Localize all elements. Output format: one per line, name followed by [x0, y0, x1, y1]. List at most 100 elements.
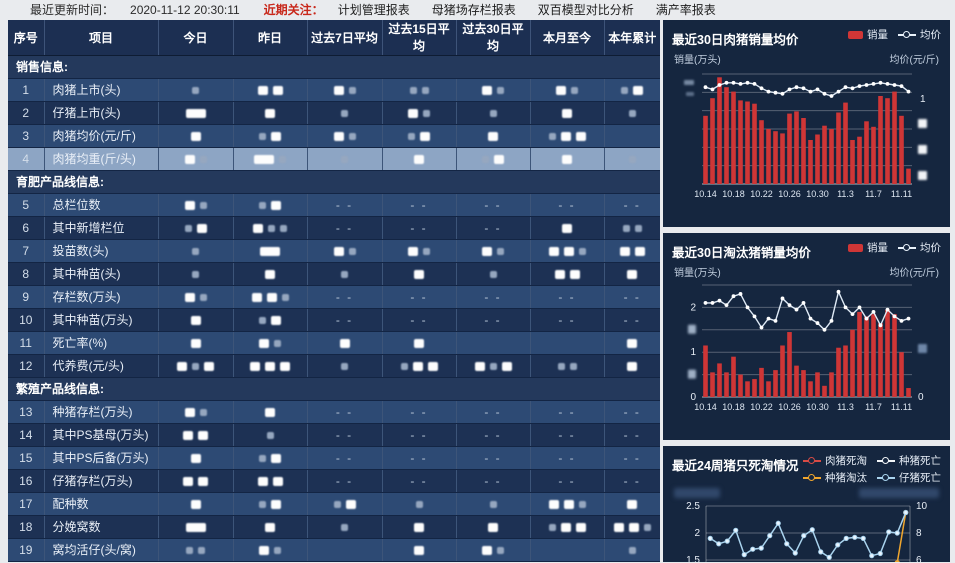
metric-value-redacted [158, 331, 234, 355]
redaction-blob [184, 154, 195, 164]
bar-legend-icon [848, 243, 863, 252]
redaction-blob [257, 476, 268, 486]
redaction-blob [274, 339, 281, 347]
redaction-blob [250, 361, 260, 371]
metric-value-redacted [307, 124, 383, 148]
report-link-4[interactable]: 满产率报表 [655, 3, 716, 17]
report-link-3[interactable]: 双百模型对比分析 [537, 3, 634, 17]
redaction-blob [348, 86, 356, 94]
metric-value-redacted [382, 538, 457, 562]
redaction-blob [272, 476, 283, 486]
metric-value-redacted [158, 216, 234, 240]
redaction-blob [184, 200, 195, 210]
redaction-blob [190, 338, 201, 348]
svg-text:11.3: 11.3 [837, 189, 854, 199]
redaction-blob [420, 131, 430, 141]
redaction-blob [184, 407, 195, 417]
metric-value-redacted [604, 538, 660, 562]
metric-value-redacted: - - [307, 423, 383, 447]
redaction-blob [421, 86, 429, 94]
metric-value-redacted [530, 216, 605, 240]
redaction-blob [259, 338, 269, 348]
redaction-blob [204, 361, 214, 371]
svg-text:2.5: 2.5 [686, 501, 700, 512]
metric-value-redacted: - - [456, 193, 531, 217]
row-number: 11 [8, 331, 45, 355]
svg-text:10.14: 10.14 [694, 189, 717, 199]
report-links: 计划管理报表 母猪场存栏报表 双百模型对比分析 满产率报表 [338, 1, 716, 18]
metric-value-redacted [530, 515, 605, 539]
redaction-blob [185, 522, 206, 532]
svg-text:10.30: 10.30 [806, 189, 829, 199]
redaction-blob [198, 546, 205, 554]
pig-sales-chart: 10.14 10.18 10.22 10.26 10.30 11.3 11.7 11.11 1 [684, 73, 927, 199]
redaction-blob [257, 85, 268, 95]
redaction-blob [280, 224, 287, 232]
metric-value-redacted: - - [307, 193, 383, 217]
metric-value-redacted [382, 492, 457, 516]
metric-value-redacted: - - [382, 308, 457, 332]
redaction-blob [348, 247, 356, 255]
metric-value-redacted: - - [604, 400, 660, 424]
metric-value-redacted: - - [307, 216, 383, 240]
redaction-blob [501, 361, 512, 371]
table-row: 4 肉猪均重(斤/头) [8, 147, 660, 171]
chart-legend: 肉猪死淘 种猪死亡 种猪淘汰 仔猪死亡 [803, 453, 941, 485]
redaction-blob [259, 454, 266, 462]
kpi-table: 序号 项目 今日 昨日 过去7日平均 过去15日平均 过去30日平均 本月至今 本年累计 销售信… [8, 20, 660, 562]
metric-value-redacted: - - [307, 285, 383, 309]
redaction-blob [474, 361, 485, 371]
metric-value-redacted [456, 354, 531, 378]
metric-value-redacted: - - [530, 446, 605, 470]
redaction-blob [271, 131, 281, 141]
metric-name: 种猪存栏(万头) [44, 400, 159, 424]
section-row: 销售信息: [8, 55, 660, 79]
redaction-blob [560, 131, 571, 141]
redaction-blob [628, 109, 636, 117]
metric-value-redacted [456, 101, 531, 125]
redaction-blob [633, 85, 644, 95]
row-number: 16 [8, 469, 45, 493]
metric-value-redacted: - - [604, 308, 660, 332]
row-number: 10 [8, 308, 45, 332]
redaction-blob [562, 108, 572, 118]
metric-value-redacted: - - [456, 308, 531, 332]
redaction-blob [400, 362, 408, 370]
redaction-blob [578, 500, 586, 508]
metric-value-redacted [456, 124, 531, 148]
metric-name: 其中种苗(头) [44, 262, 159, 286]
table-header: 序号 项目 今日 昨日 过去7日平均 过去15日平均 过去30日平均 本月至今 本年累计 [8, 20, 660, 56]
redaction-blob [414, 269, 424, 279]
metric-name: 投苗数(头) [44, 239, 159, 263]
redaction-blob [333, 131, 344, 141]
metric-value-redacted [233, 400, 308, 424]
report-link-2[interactable]: 母猪场存栏报表 [431, 3, 516, 17]
metric-value-redacted [604, 515, 660, 539]
metric-value-redacted [233, 423, 308, 447]
chart-title: 最近24周猪只死淘情况 [672, 459, 799, 473]
svg-text:11.11: 11.11 [891, 402, 912, 412]
metric-name: 分娩窝数 [44, 515, 159, 539]
metric-value-redacted [530, 78, 605, 102]
metric-value-redacted: - - [382, 216, 457, 240]
redaction-blob [259, 201, 266, 209]
table-row: 18 分娩窝数 [8, 515, 660, 539]
redaction-blob [557, 362, 565, 370]
report-link-1[interactable]: 计划管理报表 [337, 3, 410, 17]
metric-value-redacted [456, 147, 531, 171]
metric-value-redacted [307, 538, 383, 562]
metric-value-redacted [382, 262, 457, 286]
metric-value-redacted [307, 492, 383, 516]
chart-panel-mortality: 最近24周猪只死淘情况 肉猪死淘 种猪死亡 种猪淘汰 仔猪死亡 2.5 10 2 8 1.5 6 [663, 446, 950, 562]
metric-value-redacted [233, 124, 308, 148]
metric-value-redacted [307, 101, 383, 125]
metric-value-redacted [530, 239, 605, 263]
metric-name: 其中种苗(万头) [44, 308, 159, 332]
row-number: 17 [8, 492, 45, 516]
redaction-blob [280, 361, 290, 371]
metric-value-redacted [233, 147, 308, 171]
redaction-blob [497, 86, 504, 94]
line-legend-icon [898, 244, 916, 252]
redaction-blob [190, 131, 201, 141]
redaction-blob [199, 293, 207, 301]
